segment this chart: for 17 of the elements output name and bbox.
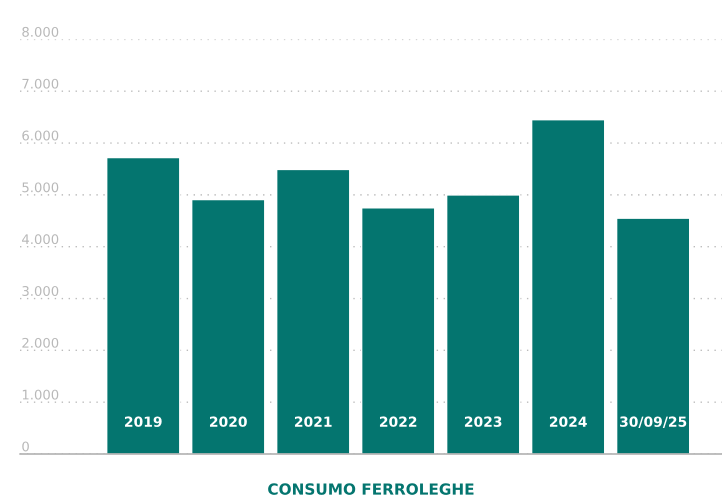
y-tick-label: 0: [22, 441, 29, 452]
y-tick-label: 4.000: [22, 234, 58, 244]
x-tick-label: 2019: [125, 416, 162, 427]
y-tick-label: 5.000: [22, 182, 58, 192]
y-tick-label: 8.000: [22, 26, 58, 37]
x-tick-label: 2022: [380, 416, 416, 427]
y-tick-label: 3.000: [22, 286, 58, 296]
y-tick-label: 6.000: [22, 130, 58, 140]
x-tick-label: 2023: [464, 416, 502, 427]
x-axis-title: CONSUMO FERROLEGHE: [268, 483, 474, 495]
x-tick-label: 2021: [294, 416, 332, 427]
x-tick-label: 2020: [210, 416, 247, 427]
y-tick-label: 7.000: [22, 78, 58, 89]
y-tick-label: 2.000: [22, 338, 58, 348]
y-tick-label: 1.000: [22, 390, 58, 400]
x-tick-label: 30/09/25: [620, 416, 686, 428]
x-tick-label: 2024: [550, 416, 587, 427]
